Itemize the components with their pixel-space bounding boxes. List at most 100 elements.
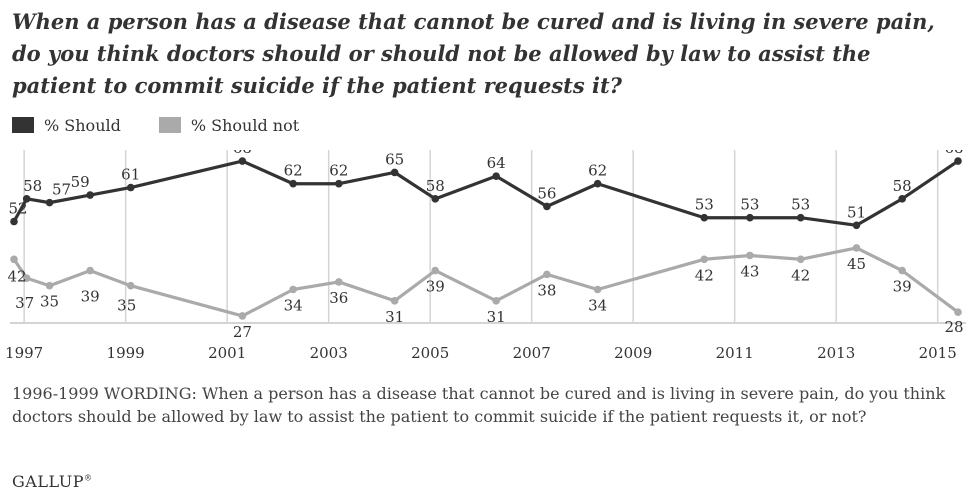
data-label-should-not: 38 [537,281,556,299]
data-label-should: 51 [847,203,866,221]
data-point-should-not [390,297,399,305]
gallup-logo: GALLUP® [12,472,92,491]
data-label-should: 59 [71,173,90,191]
x-tick-label: 1997 [5,344,43,362]
data-label-should-not: 35 [40,293,59,311]
x-tick-label: 2001 [208,344,246,362]
chart-title: When a person has a disease that cannot … [12,9,935,98]
data-point-should [492,172,500,180]
data-label-should-not: 43 [740,262,759,280]
x-tick-label: 2003 [310,344,348,362]
legend-label-should: % Should [44,115,121,135]
data-label-should-not: 37 [15,294,34,312]
data-label-should-not: 35 [117,297,136,315]
data-label-should-not: 39 [81,288,100,306]
data-point-should [543,202,551,211]
data-label-should-not: 36 [329,289,348,307]
data-point-should-not [335,278,343,286]
legend: % Should % Should not [12,114,337,136]
data-label-should-not: 45 [847,255,866,273]
data-point-should [852,221,861,230]
data-label-should-not: 31 [487,308,506,326]
data-label-should-not: 27 [233,323,252,341]
gallup-logo-text: GALLUP [12,472,84,491]
data-label-should: 56 [537,184,556,202]
data-point-should-not [431,266,440,275]
data-point-should-not [746,251,754,260]
data-point-should-not [700,255,709,264]
x-tick-label: 2009 [614,344,652,362]
data-label-should-not: 42 [695,266,714,284]
data-label-should-not: 42 [7,267,26,285]
legend-item-should: % Should [12,116,121,135]
x-tick-label: 2005 [411,344,449,362]
data-label-should: 53 [791,196,810,214]
data-point-should [126,183,135,192]
line-chart: 1997 1999 2001 2003 2005 2007 2009 2011 2013 2015… [5,150,966,362]
data-point-should-not [796,255,805,264]
data-label-should: 64 [487,154,506,172]
series-line-should-not [12,246,959,318]
data-label-should: 57 [52,181,71,199]
data-label-should: 62 [329,162,348,180]
data-point-should [796,213,805,222]
x-tick-label: 2011 [716,344,754,362]
data-label-should-not: 31 [385,308,404,326]
data-point-should [954,157,962,165]
data-point-should [593,179,602,188]
data-point-should-not [954,308,962,316]
data-point-should [86,191,94,199]
legend-swatch-should-not [158,117,181,133]
data-point-should-not [289,285,297,294]
data-label-should-not: 39 [426,278,445,296]
data-label-should-not: 42 [791,266,810,284]
data-label-should-not: 39 [893,278,912,296]
x-tick-label: 1999 [107,344,145,362]
data-point-should [700,213,709,222]
data-label-should-not: 34 [284,296,303,314]
data-point-should [746,213,754,222]
data-label-should-not: 28 [944,318,963,336]
data-point-should [898,195,906,203]
data-point-should [10,217,18,226]
data-label-should: 53 [695,196,714,214]
x-tick-label: 2007 [513,344,551,362]
legend-label-should-not: % Should not [190,115,300,135]
data-point-should [431,195,440,203]
data-point-should-not [45,281,54,290]
data-point-should-not [238,312,247,320]
legend-swatch-should [12,117,34,133]
data-label-should: 68 [944,150,963,157]
data-point-should-not [593,285,602,294]
data-label-should: 58 [23,177,42,195]
data-point-should-not [126,281,135,290]
data-label-should: 62 [588,162,607,180]
data-label-should: 53 [740,196,759,214]
data-point-should [335,179,343,188]
x-tick-label: 2015 [919,344,957,362]
data-point-should-not [492,297,500,305]
data-point-should [22,195,31,203]
data-label-should: 52 [8,200,27,218]
data-point-should-not [898,266,906,275]
data-point-should [238,157,247,165]
legend-item-should-not: % Should not [158,115,300,135]
data-point-should-not [852,244,861,252]
data-point-should-not [543,270,551,279]
data-label-should-not: 34 [588,296,607,314]
data-point-should [45,198,54,207]
data-label-should: 68 [233,150,252,157]
data-point-should [289,179,297,188]
data-label-should: 62 [284,162,303,180]
data-point-should-not [10,255,18,264]
data-label-should: 61 [121,166,140,184]
data-label-should: 58 [893,177,912,195]
registered-mark: ® [83,473,93,483]
x-tick-label: 2013 [817,344,855,362]
data-point-should-not [22,274,31,282]
data-point-should [390,168,399,177]
data-point-should-not [86,266,94,275]
wording-note: 1996-1999 WORDING: When a person has a d… [12,384,946,426]
data-label-should: 65 [385,150,404,168]
data-label-should: 58 [426,177,445,195]
